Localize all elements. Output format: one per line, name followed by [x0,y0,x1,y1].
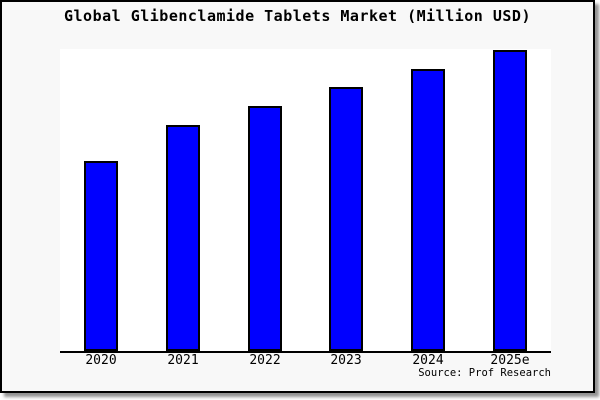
bar-2020 [84,161,118,351]
bar-2022 [248,106,282,351]
bar-2021 [166,125,200,351]
x-tick-label-2022: 2022 [249,353,281,368]
plot-area [60,49,551,353]
chart-figure: Global Glibenclamide Tablets Market (Mil… [0,0,595,393]
bar-2023 [329,87,363,351]
chart-title: Global Glibenclamide Tablets Market (Mil… [63,7,531,25]
bar-2025e [493,50,527,351]
x-tick-label-2025e: 2025e [490,353,530,368]
bar-2024 [411,69,445,351]
x-tick-label-2020: 2020 [85,353,117,368]
x-tick-label-2024: 2024 [412,353,444,368]
source-credit: Source: Prof Research [418,367,551,379]
x-tick-label-2023: 2023 [330,353,362,368]
x-tick-label-2021: 2021 [167,353,199,368]
